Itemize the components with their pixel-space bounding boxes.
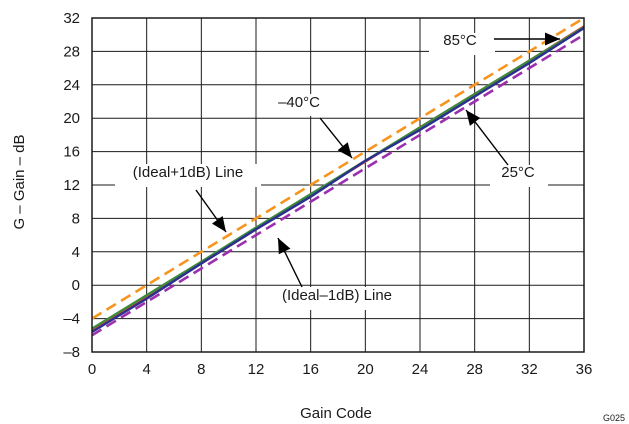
x-tick-label: 36 [576,361,593,378]
y-tick-label: 32 [63,10,80,27]
annotation-label: (Ideal+1dB) Line [133,164,244,181]
annotations: 85°C –40°C 25°C (Ideal+1dB) Line (Ideal–1dB)… [115,32,560,310]
annotation-label: –40°C [278,94,320,111]
y-tick-label: 16 [63,144,80,161]
annotation-arrowhead [278,238,291,255]
series-lines [91,16,585,337]
series-line-1 [91,33,585,337]
x-tick-label: 28 [466,361,483,378]
annotation-bg [429,33,495,55]
tick-labels: 0 4 8 12 16 20 24 28 32 36 32 28 24 20 16 12 8 4 0 –4 –8 [63,10,592,378]
plot-frame [91,17,585,353]
y-tick-label: 4 [72,244,80,261]
annotation-label: 25°C [501,164,535,181]
y-axis-title: G – Gain – dB [11,134,28,229]
figure-id: G025 [603,413,625,423]
x-tick-label: 20 [357,361,374,378]
annotation-bg [490,165,548,187]
x-tick-label: 12 [248,361,265,378]
annotation-bg [115,164,261,187]
x-tick-label: 24 [412,361,429,378]
y-tick-label: 20 [63,110,80,127]
y-tick-label: 12 [63,177,80,194]
y-tick-label: –4 [63,311,80,328]
x-tick-label: 0 [88,361,96,378]
series-line-4 [91,26,585,334]
series-line-0 [91,16,585,320]
annotation-arrowhead [337,142,352,158]
annotation-arrowhead [212,216,226,232]
x-tick-label: 8 [197,361,205,378]
x-tick-label: 32 [521,361,538,378]
y-tick-label: 28 [63,43,80,60]
annotation-label: 85°C [443,32,477,49]
y-tick-label: 8 [72,210,80,227]
annotation-label: (Ideal–1dB) Line [282,287,392,304]
y-tick-label: 0 [72,277,80,294]
annotation-arrowhead [545,32,560,46]
annotation-bg [264,287,410,310]
annotation-bg [268,94,332,116]
x-axis-title: Gain Code [300,405,372,422]
annotation-arrowhead [466,110,481,126]
x-tick-label: 16 [302,361,319,378]
y-tick-label: –8 [63,344,80,361]
x-tick-label: 4 [142,361,150,378]
y-tick-label: 24 [63,77,80,94]
